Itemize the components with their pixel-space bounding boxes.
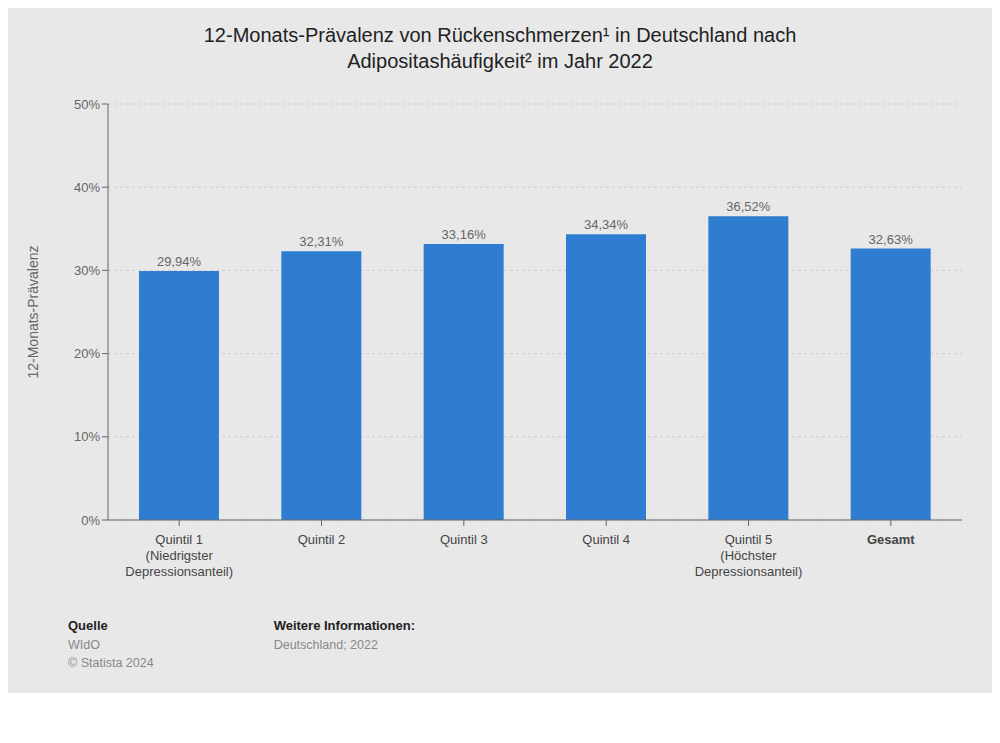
html-text:Weitere Informationen:: Weitere Informationen: bbox=[273, 618, 415, 633]
html-text:12-Monats-Prävalenz von Rücken: 12-Monats-Prävalenz von Rückenschmerzen¹… bbox=[203, 24, 797, 72]
html-text:WIdO: WIdO bbox=[68, 637, 100, 652]
svg-text:Quintil 2: Quintil 2 bbox=[298, 532, 346, 547]
svg-text:20%: 20% bbox=[74, 346, 100, 361]
svg-text:50%: 50% bbox=[74, 97, 100, 112]
html-text:© Statista 2024: © Statista 2024 bbox=[68, 656, 154, 671]
svg-text:12-Monats-Prävalenz: 12-Monats-Prävalenz bbox=[25, 245, 41, 378]
svg-text:Gesamt: Gesamt bbox=[867, 532, 915, 547]
svg-text:Quintil 4: Quintil 4 bbox=[582, 532, 630, 547]
svg-text:0%: 0% bbox=[81, 513, 100, 528]
svg-text:Quintil 1(NiedrigsterDepressio: Quintil 1(NiedrigsterDepressionsanteil) bbox=[125, 532, 233, 579]
svg-text:32,63%: 32,63% bbox=[869, 232, 914, 247]
html-text:Quelle: Quelle bbox=[68, 618, 108, 633]
svg-text:Quintil 3: Quintil 3 bbox=[440, 532, 488, 547]
svg-text:10%: 10% bbox=[74, 429, 100, 444]
svg-text:34,34%: 34,34% bbox=[584, 217, 629, 232]
svg-text:36,52%: 36,52% bbox=[726, 199, 771, 214]
svg-text:40%: 40% bbox=[74, 180, 100, 195]
svg-text:32,31%: 32,31% bbox=[299, 234, 344, 249]
svg-text:30%: 30% bbox=[74, 263, 100, 278]
svg-text:33,16%: 33,16% bbox=[442, 227, 487, 242]
html-text:Deutschland; 2022: Deutschland; 2022 bbox=[273, 637, 378, 652]
svg-text:Quintil 5(HöchsterDepressionsa: Quintil 5(HöchsterDepressionsanteil) bbox=[695, 532, 803, 579]
svg-text:29,94%: 29,94% bbox=[157, 254, 202, 269]
